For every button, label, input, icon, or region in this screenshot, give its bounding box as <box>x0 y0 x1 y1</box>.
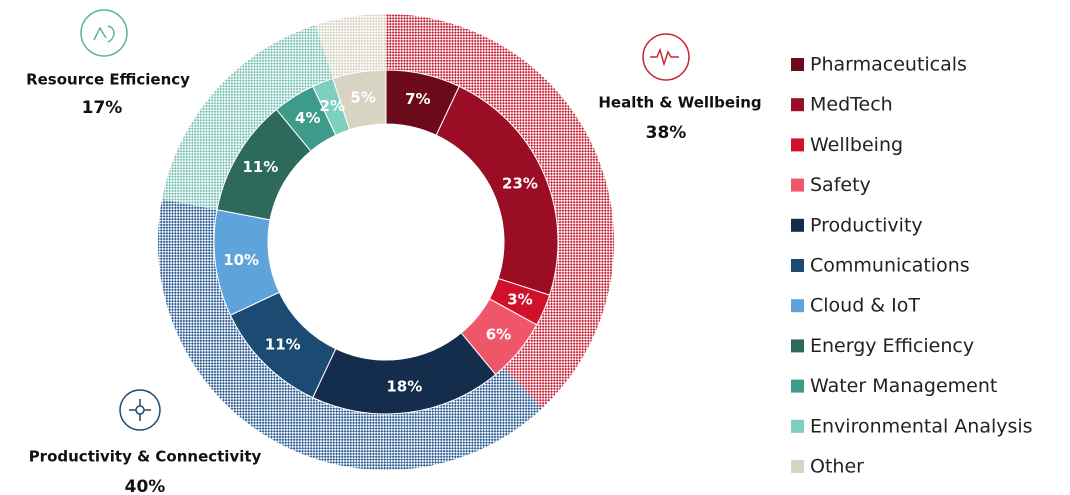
outer-segment <box>315 14 386 79</box>
legend-label: Energy Efficiency <box>810 335 974 357</box>
legend-swatch <box>791 299 804 313</box>
inner-segment <box>332 69 387 131</box>
segment-label: 6% <box>486 326 511 344</box>
legend-swatch <box>791 218 804 232</box>
legend-label: Water Management <box>810 375 997 397</box>
group-name: Productivity & Connectivity <box>29 448 262 466</box>
segment-label: 7% <box>405 90 430 108</box>
legend-label: Communications <box>810 255 970 277</box>
group-value: 38% <box>646 123 687 143</box>
segment-label: 11% <box>242 158 278 176</box>
segment-label: 4% <box>295 109 320 127</box>
segment-label: 5% <box>350 88 375 106</box>
legend-swatch <box>791 379 804 393</box>
segment-label: 3% <box>507 290 532 308</box>
legend-swatch <box>791 138 804 152</box>
segment-label: 23% <box>502 175 538 193</box>
outer-segment <box>158 199 543 470</box>
group-value: 17% <box>82 98 123 118</box>
legend-label: Pharmaceuticals <box>810 54 967 76</box>
legend-swatch <box>791 460 804 473</box>
segment-label: 18% <box>386 377 422 395</box>
legend-swatch <box>791 259 804 272</box>
legend-label: Environmental Analysis <box>810 415 1033 437</box>
icon <box>80 9 690 431</box>
legend-label: Productivity <box>810 214 923 236</box>
legend-swatch <box>791 178 804 192</box>
segment-label: 2% <box>320 97 345 115</box>
legend-label: Other <box>810 456 864 478</box>
legend-label: Cloud & IoT <box>810 295 920 317</box>
segment-label: 11% <box>265 336 301 354</box>
outer-segment <box>386 14 614 409</box>
group-value: 40% <box>125 477 166 495</box>
legend-swatch <box>791 339 804 353</box>
group-name: Resource Efficiency <box>26 71 190 89</box>
legend-swatch <box>791 98 804 112</box>
legend-label: MedTech <box>810 94 893 116</box>
legend-label: Wellbeing <box>810 134 903 156</box>
legend-label: Safety <box>810 174 871 196</box>
legend-swatch <box>791 419 804 433</box>
segment-label: 10% <box>223 251 259 269</box>
legend-swatch <box>791 58 804 71</box>
outer-segment <box>162 25 333 210</box>
group-name: Health & Wellbeing <box>598 94 761 112</box>
